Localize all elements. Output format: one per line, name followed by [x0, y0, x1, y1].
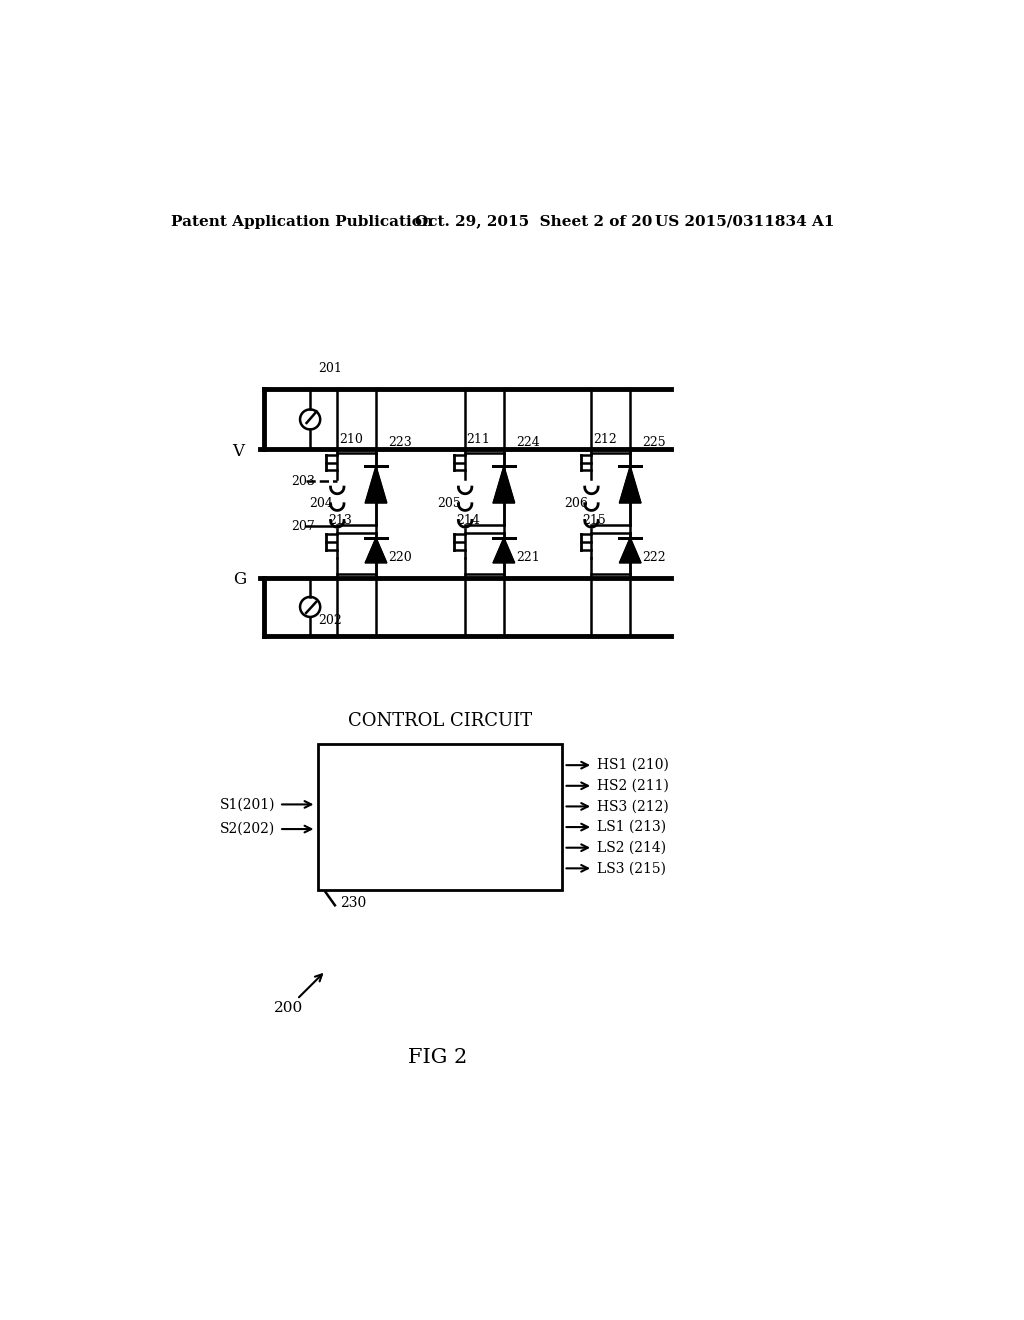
Text: 224: 224 [516, 436, 540, 449]
Text: 202: 202 [317, 614, 342, 627]
Text: G: G [232, 572, 246, 589]
Text: V: V [232, 442, 245, 459]
Text: US 2015/0311834 A1: US 2015/0311834 A1 [655, 215, 835, 228]
Text: LS1 (213): LS1 (213) [597, 820, 666, 834]
Text: HS1 (210): HS1 (210) [597, 758, 669, 772]
Text: 201: 201 [317, 363, 342, 375]
Text: 212: 212 [593, 433, 616, 446]
Text: 230: 230 [340, 896, 366, 909]
Text: 206: 206 [563, 498, 588, 511]
Text: 214: 214 [456, 515, 479, 527]
Polygon shape [493, 537, 515, 562]
Text: HS2 (211): HS2 (211) [597, 779, 669, 793]
Text: CONTROL CIRCUIT: CONTROL CIRCUIT [348, 711, 532, 730]
Text: Oct. 29, 2015  Sheet 2 of 20: Oct. 29, 2015 Sheet 2 of 20 [415, 215, 652, 228]
Text: LS3 (215): LS3 (215) [597, 862, 666, 875]
Polygon shape [366, 537, 387, 562]
Text: S1(201): S1(201) [220, 797, 275, 812]
Text: Patent Application Publication: Patent Application Publication [171, 215, 432, 228]
Text: LS2 (214): LS2 (214) [597, 841, 666, 855]
Text: 222: 222 [643, 552, 667, 564]
Polygon shape [493, 466, 515, 503]
Text: 203: 203 [291, 474, 314, 487]
Text: 225: 225 [643, 436, 667, 449]
Text: 223: 223 [388, 436, 412, 449]
Polygon shape [366, 466, 387, 503]
Polygon shape [620, 537, 641, 562]
Text: FIG 2: FIG 2 [409, 1048, 468, 1067]
Text: 215: 215 [583, 515, 606, 527]
Text: 204: 204 [309, 498, 334, 511]
Text: 213: 213 [328, 515, 352, 527]
Text: 200: 200 [273, 1001, 303, 1015]
Text: 211: 211 [467, 433, 490, 446]
Polygon shape [620, 466, 641, 503]
Text: 220: 220 [388, 552, 412, 564]
Text: 221: 221 [516, 552, 540, 564]
Text: HS3 (212): HS3 (212) [597, 800, 669, 813]
Text: S2(202): S2(202) [220, 822, 275, 836]
Text: 210: 210 [339, 433, 362, 446]
Text: 205: 205 [437, 498, 461, 511]
Bar [317, 743, 562, 890]
Text: 207: 207 [291, 520, 314, 533]
